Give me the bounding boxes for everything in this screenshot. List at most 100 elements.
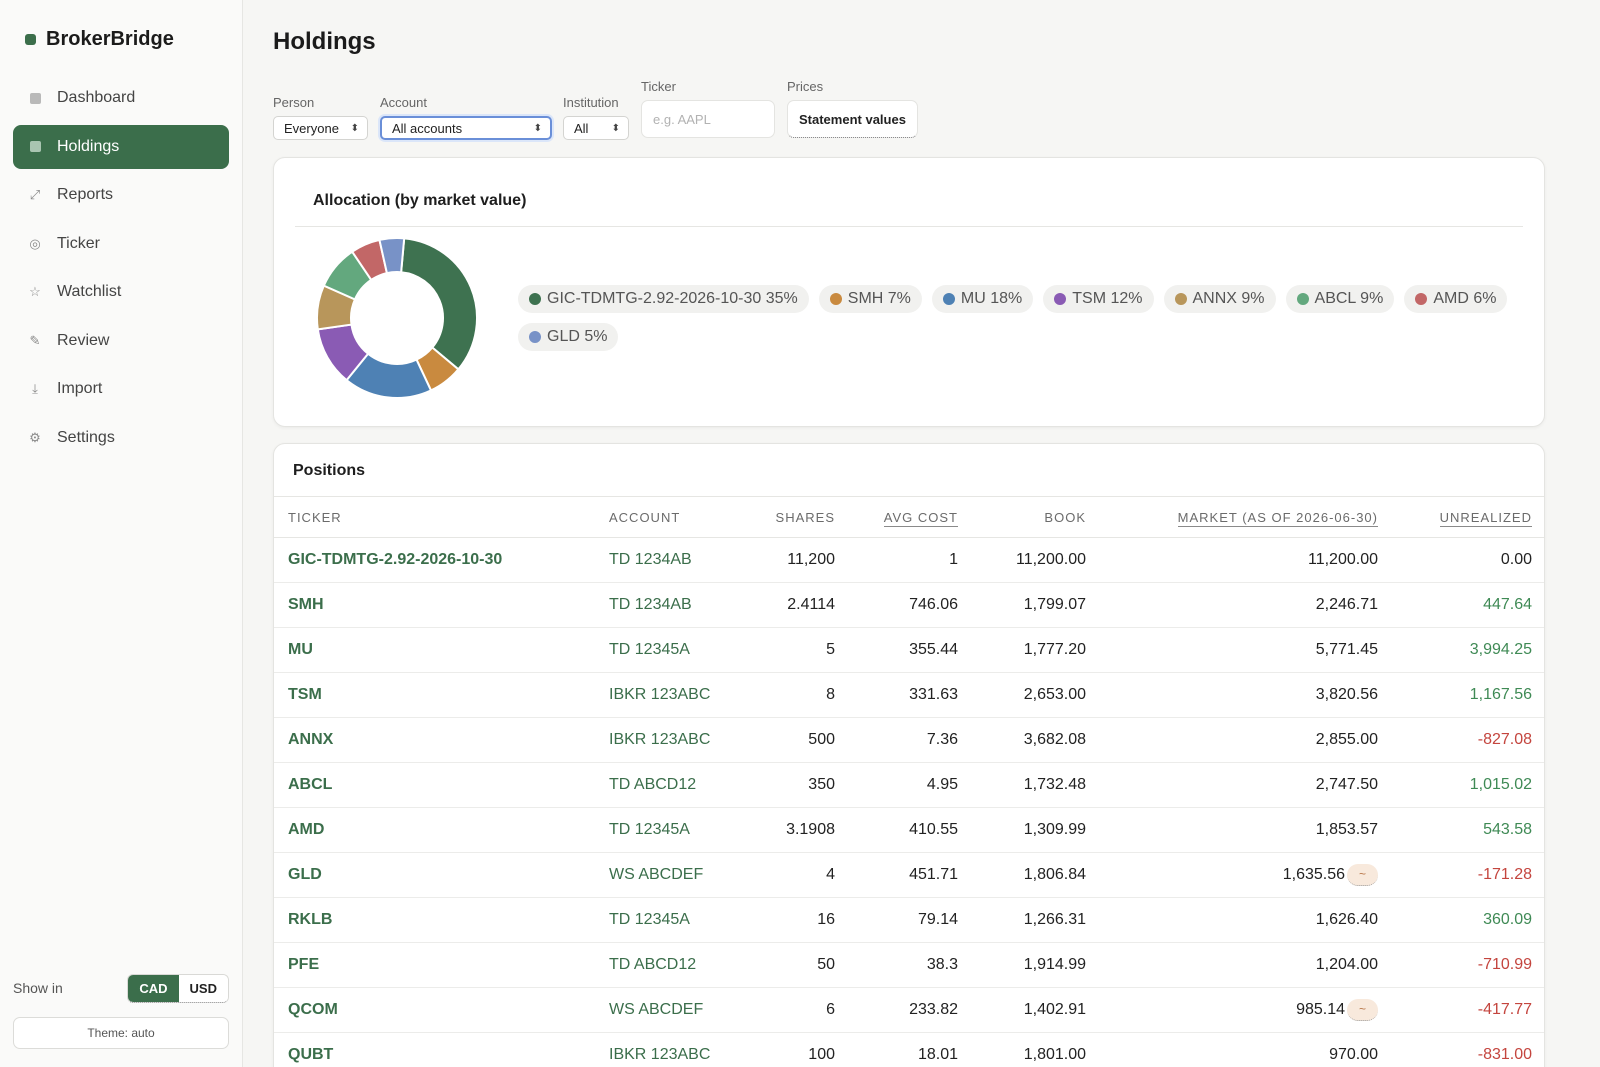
ticker-cell[interactable]: GLD	[274, 852, 595, 898]
unrealized-cell: 543.58	[1392, 807, 1544, 853]
prices-button[interactable]: Statement values	[787, 100, 918, 138]
account-select[interactable]: All accounts ⬍	[380, 116, 552, 140]
brand[interactable]: BrokerBridge	[25, 28, 174, 51]
table-row[interactable]: QUBT IBKR 123ABC 100 18.01 1,801.00 970.00 -83…	[274, 1032, 1544, 1067]
market-cell: 11,200.00	[1100, 537, 1392, 583]
sidebar-item-reports[interactable]: ⤢ Reports	[13, 173, 229, 217]
ticker-cell[interactable]: AMD	[274, 807, 595, 853]
table-row[interactable]: TSM IBKR 123ABC 8 331.63 2,653.00 3,820.56 1,1…	[274, 672, 1544, 718]
sidebar-item-review[interactable]: ✎ Review	[13, 319, 229, 363]
legend-chip[interactable]: GLD 5%	[518, 323, 619, 351]
account-cell[interactable]: IBKR 123ABC	[595, 672, 751, 718]
account-cell[interactable]: TD 1234AB	[595, 582, 751, 628]
account-cell[interactable]: TD ABCD12	[595, 942, 751, 988]
account-cell[interactable]: TD 12345A	[595, 807, 751, 853]
col-account[interactable]: ACCOUNT	[595, 496, 751, 538]
table-row[interactable]: GLD WS ABCDEF 4 451.71 1,806.84 1,635.56 ~ -171…	[274, 852, 1544, 898]
account-cell[interactable]: WS ABCDEF	[595, 852, 751, 898]
avg-cost-cell: 233.82	[849, 987, 972, 1033]
select-caret-icon: ⬍	[533, 122, 542, 134]
shares-cell: 100	[751, 1032, 849, 1067]
legend-dot-icon	[1174, 293, 1187, 305]
book-cell: 1,309.99	[972, 807, 1100, 853]
ticker-cell[interactable]: GIC-TDMTG-2.92-2026-10-30	[274, 537, 595, 583]
book-cell: 1,801.00	[972, 1032, 1100, 1067]
shares-cell: 11,200	[751, 537, 849, 583]
sidebar-item-ticker[interactable]: ◎ Ticker	[13, 222, 229, 266]
ticker-cell[interactable]: QCOM	[274, 987, 595, 1033]
table-row[interactable]: QCOM WS ABCDEF 6 233.82 1,402.91 985.14 ~ -417.…	[274, 987, 1544, 1033]
select-caret-icon: ⬍	[611, 122, 620, 134]
donut-slice-gld[interactable]	[378, 237, 406, 275]
table-row[interactable]: GIC-TDMTG-2.92-2026-10-30 TD 1234AB 11,200…	[274, 537, 1544, 583]
ticker-cell[interactable]: SMH	[274, 582, 595, 628]
sidebar-item-label: Ticker	[57, 234, 100, 252]
col-unrealized[interactable]: UNREALIZED	[1392, 496, 1544, 538]
col-shares[interactable]: SHARES	[751, 496, 849, 538]
sidebar-item-dashboard[interactable]: Dashboard	[13, 76, 229, 120]
sidebar-item-holdings[interactable]: Holdings	[13, 124, 229, 169]
ticker-input[interactable]: e.g. AAPL	[641, 100, 775, 138]
shares-cell: 50	[751, 942, 849, 988]
divider	[295, 226, 1523, 227]
col-ticker[interactable]: TICKER	[274, 496, 595, 538]
legend-chip[interactable]: AMD 6%	[1404, 285, 1508, 313]
ticker-cell[interactable]: TSM	[274, 672, 595, 718]
account-cell[interactable]: IBKR 123ABC	[595, 1032, 751, 1067]
table-row[interactable]: AMD TD 12345A 3.1908 410.55 1,309.99 1,853.57…	[274, 807, 1544, 853]
theme-button[interactable]: Theme: auto	[13, 1017, 229, 1049]
select-caret-icon: ⬍	[350, 122, 359, 134]
col-market[interactable]: MARKET (AS OF 2026-06-30)	[1100, 496, 1392, 538]
legend-chip[interactable]: ABCL 9%	[1285, 285, 1395, 313]
currency-cad-button[interactable]: CAD	[128, 974, 179, 1002]
brand-logo-icon	[25, 34, 36, 45]
allocation-title: Allocation (by market value)	[313, 192, 527, 209]
account-cell[interactable]: WS ABCDEF	[595, 987, 751, 1033]
sidebar-item-watchlist[interactable]: ☆ Watchlist	[13, 270, 229, 314]
ticker-cell[interactable]: PFE	[274, 942, 595, 988]
legend-label: ABCL 9%	[1314, 290, 1384, 307]
legend-dot-icon	[1296, 293, 1309, 305]
sidebar-item-import[interactable]: ⤓ Import	[13, 367, 229, 411]
account-cell[interactable]: TD ABCD12	[595, 762, 751, 808]
account-cell[interactable]: TD 12345A	[595, 627, 751, 673]
approx-price-badge[interactable]: ~	[1347, 864, 1378, 886]
legend-chip[interactable]: TSM 12%	[1043, 285, 1154, 313]
ticker-cell[interactable]: ABCL	[274, 762, 595, 808]
person-select[interactable]: Everyone ⬍	[273, 116, 368, 140]
legend-chip[interactable]: SMH 7%	[818, 285, 922, 313]
ticker-cell[interactable]: ANNX	[274, 717, 595, 763]
account-cell[interactable]: TD 1234AB	[595, 537, 751, 583]
legend-chip[interactable]: MU 18%	[931, 285, 1034, 313]
unrealized-cell: 0.00	[1392, 537, 1544, 583]
book-cell: 1,914.99	[972, 942, 1100, 988]
account-cell[interactable]: IBKR 123ABC	[595, 717, 751, 763]
ticker-cell[interactable]: MU	[274, 627, 595, 673]
col-avg-cost[interactable]: AVG COST	[849, 496, 972, 538]
approx-price-badge[interactable]: ~	[1347, 999, 1378, 1021]
legend-dot-icon	[1054, 293, 1067, 305]
legend-label: TSM 12%	[1072, 290, 1143, 307]
table-row[interactable]: ANNX IBKR 123ABC 500 7.36 3,682.08 2,855.00 -8…	[274, 717, 1544, 763]
legend-chip[interactable]: GIC-TDMTG-2.92-2026-10-30 35%	[518, 285, 809, 313]
ticker-cell[interactable]: QUBT	[274, 1032, 595, 1067]
currency-usd-button[interactable]: USD	[178, 974, 228, 1002]
table-row[interactable]: RKLB TD 12345A 16 79.14 1,266.31 1,626.40 360.…	[274, 897, 1544, 943]
sidebar-item-settings[interactable]: ⚙ Settings	[13, 416, 229, 460]
account-cell[interactable]: TD 12345A	[595, 897, 751, 943]
market-cell: 3,820.56	[1100, 672, 1392, 718]
allocation-donut-chart	[316, 237, 478, 399]
table-row[interactable]: SMH TD 1234AB 2.4114 746.06 1,799.07 2,246.71…	[274, 582, 1544, 628]
col-book[interactable]: BOOK	[972, 496, 1100, 538]
legend-chip[interactable]: ANNX 9%	[1163, 285, 1276, 313]
shares-cell: 500	[751, 717, 849, 763]
ticker-cell[interactable]: RKLB	[274, 897, 595, 943]
table-row[interactable]: PFE TD ABCD12 50 38.3 1,914.99 1,204.00 -710.9…	[274, 942, 1544, 988]
institution-select[interactable]: All ⬍	[563, 116, 629, 140]
table-row[interactable]: ABCL TD ABCD12 350 4.95 1,732.48 2,747.50 1,01…	[274, 762, 1544, 808]
filter-bar: Person Everyone ⬍ Account All accounts ⬍…	[273, 78, 1273, 142]
table-row[interactable]: MU TD 12345A 5 355.44 1,777.20 5,771.45 3,994.…	[274, 627, 1544, 673]
donut-slice-gic-tdmtg-2.92-2026-10-30[interactable]	[400, 237, 478, 371]
allocation-card: Allocation (by market value) GIC-TDMTG-2…	[273, 157, 1545, 427]
shares-cell: 350	[751, 762, 849, 808]
